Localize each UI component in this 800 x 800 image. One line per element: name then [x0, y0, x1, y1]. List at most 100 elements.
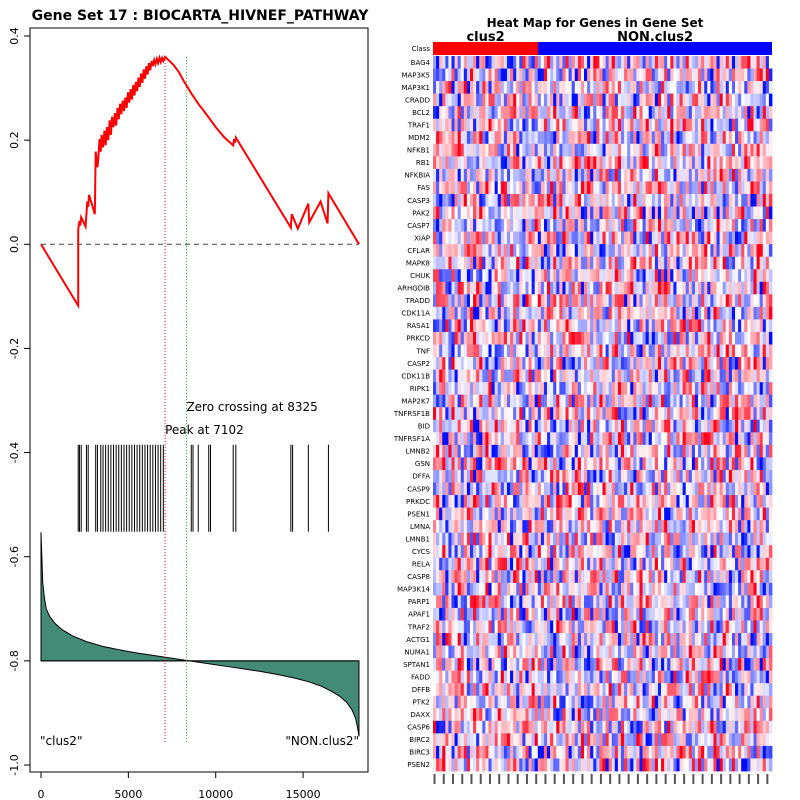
heatmap-cell [463, 193, 468, 207]
heatmap-cell [469, 331, 474, 345]
heatmap-cell [445, 520, 449, 534]
heatmap-cell [617, 331, 622, 345]
heatmap-cell [716, 469, 721, 483]
heatmap-cell [466, 331, 471, 345]
heatmap-cell [639, 557, 643, 571]
heatmap-cell [540, 106, 545, 120]
heatmap-cell [590, 382, 594, 396]
heatmap-cell [439, 106, 443, 120]
heatmap-cell [608, 143, 613, 157]
heatmap-cell [599, 319, 603, 333]
heatmap-cell [676, 181, 680, 195]
heatmap-cell [580, 357, 585, 370]
heatmap-cell [716, 193, 721, 207]
heatmap-cell [479, 181, 483, 195]
heatmap-cell [608, 156, 613, 170]
heatmap-cell [753, 181, 757, 195]
heatmap-cell [469, 294, 474, 308]
heatmap-cell [725, 507, 730, 521]
heatmap-cell [599, 256, 603, 270]
heatmap-cell [485, 482, 489, 496]
heatmap-cell [543, 557, 548, 571]
heatmap-cell [608, 344, 613, 358]
heatmap-cell [503, 93, 508, 107]
heatmap-cell [436, 319, 440, 333]
heatmap-cell [676, 482, 680, 496]
heatmap-cell [590, 156, 594, 170]
heatmap-cell [753, 520, 757, 534]
heatmap-cell [704, 219, 708, 233]
heatmap-cell [513, 382, 517, 396]
heatmap-cell [556, 419, 560, 433]
heatmap-cell [482, 595, 486, 609]
heatmap-cell [762, 93, 767, 107]
heatmap-cell [728, 331, 733, 345]
heatmap-cell [436, 394, 440, 408]
heatmap-cell [590, 507, 594, 521]
heatmap-cell [648, 181, 653, 195]
heatmap-cell [620, 582, 625, 596]
heatmap-cell [670, 319, 674, 333]
heatmap-cell [522, 419, 526, 433]
heatmap-cell [519, 319, 523, 333]
heatmap-cell [670, 457, 674, 471]
heatmap-cell [636, 382, 640, 396]
heatmap-cell [442, 281, 446, 295]
heatmap-cell [639, 269, 643, 283]
heatmap-cell [694, 281, 699, 295]
heatmap-cell [731, 219, 736, 233]
heatmap-cell [617, 545, 622, 559]
heatmap-cell [463, 382, 468, 396]
heatmap-cell [596, 231, 600, 245]
heatmap-cell [691, 244, 696, 258]
heatmap-cell [744, 595, 748, 609]
heatmap-cell [525, 469, 529, 483]
heatmap-cell [744, 181, 748, 195]
heatmap-cell [531, 595, 536, 609]
heatmap-cell [664, 331, 668, 345]
heatmap-cell [741, 344, 745, 358]
heatmap-cell [537, 357, 542, 370]
heatmap-cell [648, 81, 653, 95]
heatmap-cell [457, 281, 462, 295]
heatmap-cell [494, 407, 499, 421]
heatmap-cell [627, 520, 631, 534]
heatmap-cell [642, 93, 647, 107]
heatmap-cell [531, 532, 536, 546]
heatmap-cell [479, 495, 483, 508]
heatmap-cell [691, 168, 696, 182]
heatmap-cell [439, 444, 443, 458]
heatmap-cell [728, 306, 733, 320]
heatmap-cell [445, 407, 449, 421]
heatmap-cell [476, 118, 480, 132]
heatmap-cell [768, 557, 773, 571]
heatmap-cell [445, 244, 449, 258]
heatmap-cell [639, 131, 643, 145]
heatmap-cell [636, 118, 640, 132]
heatmap-cell [568, 156, 573, 170]
heatmap-cell [728, 532, 733, 546]
heatmap-cell [685, 444, 690, 458]
heatmap-cell [704, 256, 708, 270]
heatmap-cell [476, 482, 480, 496]
heatmap-cell [562, 545, 566, 559]
heatmap-cell [540, 256, 545, 270]
heatmap-cell [596, 607, 600, 621]
heatmap-cell [473, 394, 477, 408]
heatmap-cell [565, 394, 569, 408]
heatmap-cell [469, 68, 474, 82]
heatmap-cell [735, 495, 739, 508]
heatmap-cell [436, 444, 440, 458]
heatmap-cell [685, 281, 690, 295]
heatmap-cell [479, 357, 483, 370]
heatmap-cell [639, 545, 643, 559]
heatmap-cell [580, 407, 585, 421]
heatmap-cell [531, 143, 536, 157]
heatmap-cell [485, 256, 489, 270]
heatmap-cell [765, 319, 770, 333]
heatmap-cell [747, 469, 751, 483]
heatmap-cell [611, 219, 616, 233]
heatmap-cell [463, 294, 468, 308]
heatmap-cell [448, 156, 452, 170]
heatmap-cell [682, 193, 687, 207]
